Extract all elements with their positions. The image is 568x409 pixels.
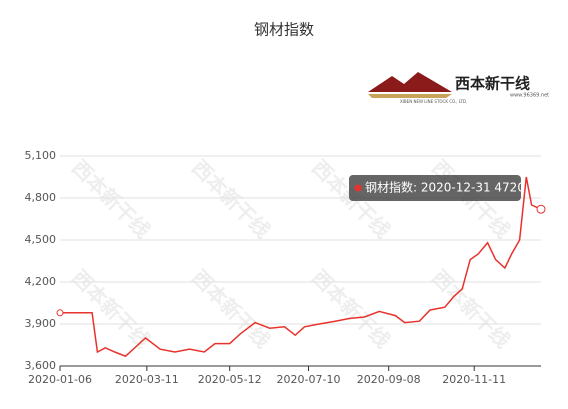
logo-site: www.96369.net [510,93,549,99]
y-tick-label: 3,600 [25,359,57,372]
point [56,309,64,317]
chart-title: 钢材指数 [254,21,314,39]
tooltip-text: 钢材指数: 2020-12-31 4720 [365,180,525,195]
y-tick-label: 3,900 [25,317,57,330]
watermark: 西本新干线 [67,155,155,243]
tooltip: 钢材指数: 2020-12-31 4720 [349,175,525,201]
x-tick-label: 2020-03-11 [115,373,179,386]
logo-icon [368,72,452,92]
watermark: 西本新干线 [307,265,395,353]
y-tick-label: 5,100 [25,149,57,162]
x-tick-label: 2020-01-06 [28,373,92,386]
x-tick-label: 2020-11-11 [442,373,506,386]
logo-icon [368,94,452,98]
x-tick-label: 2020-09-08 [357,373,421,386]
point [536,204,546,214]
y-tick-label: 4,500 [25,233,57,246]
tooltip-dot [354,184,362,192]
x-tick-label: 2020-07-10 [277,373,341,386]
logo-name: 西本新干线 [455,75,530,93]
x-tick-label: 2020-05-12 [198,373,262,386]
watermark: 西本新干线 [187,265,275,353]
watermark: 西本新干线 [187,155,275,243]
y-tick-label: 4,800 [25,191,57,204]
watermark: 西本新干线 [427,265,515,353]
logo: 西本新干线 XIBEN NEW LINE STOCK CO., LTD. www… [368,72,549,104]
tooltip-box [349,175,521,201]
line [60,176,542,358]
logo-company: XIBEN NEW LINE STOCK CO., LTD. [400,99,467,104]
y-tick-label: 4,200 [25,275,57,288]
watermark: 西本新干线 [67,265,155,353]
